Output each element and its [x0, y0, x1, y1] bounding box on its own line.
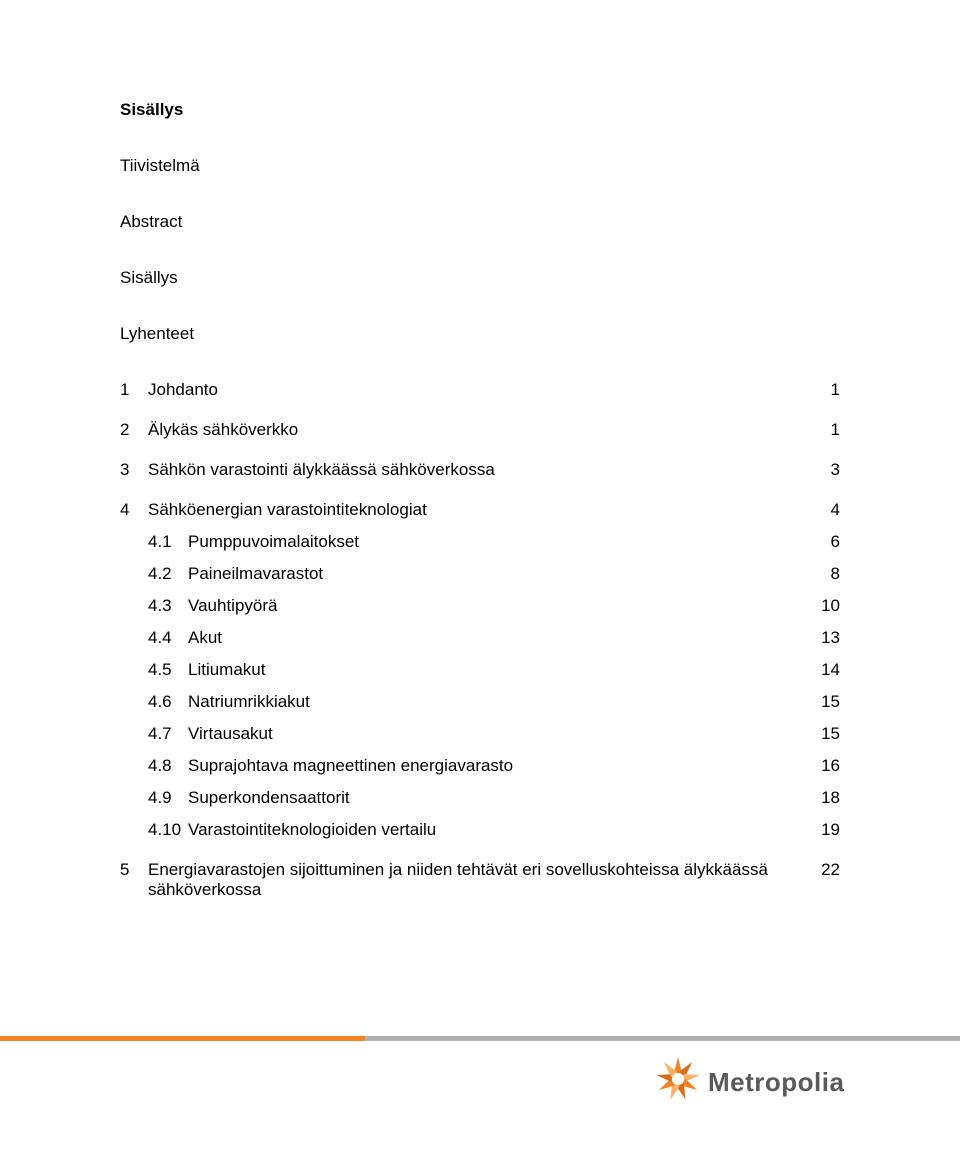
toc-title: Litiumakut [188, 660, 800, 680]
toc-entry: 4 Sähköenergian varastointiteknologiat 4 [120, 500, 840, 520]
toc-title: Pumppuvoimalaitokset [188, 532, 800, 552]
toc-title: Vauhtipyörä [188, 596, 800, 616]
front-matter-item: Lyhenteet [120, 324, 840, 344]
toc-title: Sähkön varastointi älykkäässä sähköverko… [148, 460, 800, 480]
toc-subentry: 4.4 Akut 13 [120, 628, 840, 648]
toc-entry: 3 Sähkön varastointi älykkäässä sähköver… [120, 460, 840, 480]
metropolia-logo: Metropolia [650, 1051, 870, 1121]
toc-subentry: 4.10 Varastointiteknologioiden vertailu … [120, 820, 840, 840]
toc-title: Superkondensaattorit [188, 788, 800, 808]
toc-page: 1 [800, 380, 840, 400]
toc-page: 14 [800, 660, 840, 680]
toc-page: 10 [800, 596, 840, 616]
toc-subentry: 4.8 Suprajohtava magneettinen energiavar… [120, 756, 840, 776]
toc-subentry: 4.7 Virtausakut 15 [120, 724, 840, 744]
toc-page: 6 [800, 532, 840, 552]
toc-number: 4.3 [148, 596, 188, 616]
toc-entry: 2 Älykäs sähköverkko 1 [120, 420, 840, 440]
toc-number: 3 [120, 460, 148, 480]
toc-title: Älykäs sähköverkko [148, 420, 800, 440]
logo-text: Metropolia [708, 1067, 844, 1097]
toc-page: 16 [800, 756, 840, 776]
toc-heading: Sisällys [120, 100, 840, 120]
toc-subentry: 4.6 Natriumrikkiakut 15 [120, 692, 840, 712]
document-page: Sisällys Tiivistelmä Abstract Sisällys L… [0, 0, 960, 900]
toc-number: 4.7 [148, 724, 188, 744]
toc-number: 4.10 [148, 820, 188, 840]
toc-number: 4 [120, 500, 148, 520]
toc-subentry: 4.2 Paineilmavarastot 8 [120, 564, 840, 584]
toc-number: 4.1 [148, 532, 188, 552]
toc-title: Suprajohtava magneettinen energiavarasto [188, 756, 800, 776]
toc-subentry: 4.3 Vauhtipyörä 10 [120, 596, 840, 616]
toc-number: 4.9 [148, 788, 188, 808]
toc-page: 15 [800, 724, 840, 744]
front-matter-item: Tiivistelmä [120, 156, 840, 176]
toc-title: Johdanto [148, 380, 800, 400]
toc-title: Akut [188, 628, 800, 648]
toc-page: 8 [800, 564, 840, 584]
toc-number: 5 [120, 860, 148, 880]
toc-page: 4 [800, 500, 840, 520]
toc-entry: 5 Energiavarastojen sijoittuminen ja nii… [120, 860, 840, 900]
toc-page: 3 [800, 460, 840, 480]
toc-title: Varastointiteknologioiden vertailu [188, 820, 800, 840]
toc-number: 4.4 [148, 628, 188, 648]
toc-number: 4.8 [148, 756, 188, 776]
toc-page: 13 [800, 628, 840, 648]
logo-svg: Metropolia [650, 1051, 870, 1121]
toc-title: Energiavarastojen sijoittuminen ja niide… [148, 860, 800, 900]
toc-number: 4.6 [148, 692, 188, 712]
toc-number: 4.5 [148, 660, 188, 680]
front-matter-item: Abstract [120, 212, 840, 232]
front-matter-item: Sisällys [120, 268, 840, 288]
toc-subentry: 4.5 Litiumakut 14 [120, 660, 840, 680]
toc-page: 15 [800, 692, 840, 712]
toc-title: Sähköenergian varastointiteknologiat [148, 500, 800, 520]
toc-number: 4.2 [148, 564, 188, 584]
toc-subentry: 4.9 Superkondensaattorit 18 [120, 788, 840, 808]
stripe-gray [365, 1036, 960, 1041]
toc-entry: 1 Johdanto 1 [120, 380, 840, 400]
toc-subentry: 4.1 Pumppuvoimalaitokset 6 [120, 532, 840, 552]
toc-title: Natriumrikkiakut [188, 692, 800, 712]
toc-title: Virtausakut [188, 724, 800, 744]
toc-number: 2 [120, 420, 148, 440]
toc-number: 1 [120, 380, 148, 400]
stripe-orange [0, 1036, 365, 1041]
footer-stripe [0, 1036, 960, 1041]
toc-page: 22 [800, 860, 840, 880]
toc-title: Paineilmavarastot [188, 564, 800, 584]
toc-page: 1 [800, 420, 840, 440]
toc-page: 18 [800, 788, 840, 808]
toc-page: 19 [800, 820, 840, 840]
